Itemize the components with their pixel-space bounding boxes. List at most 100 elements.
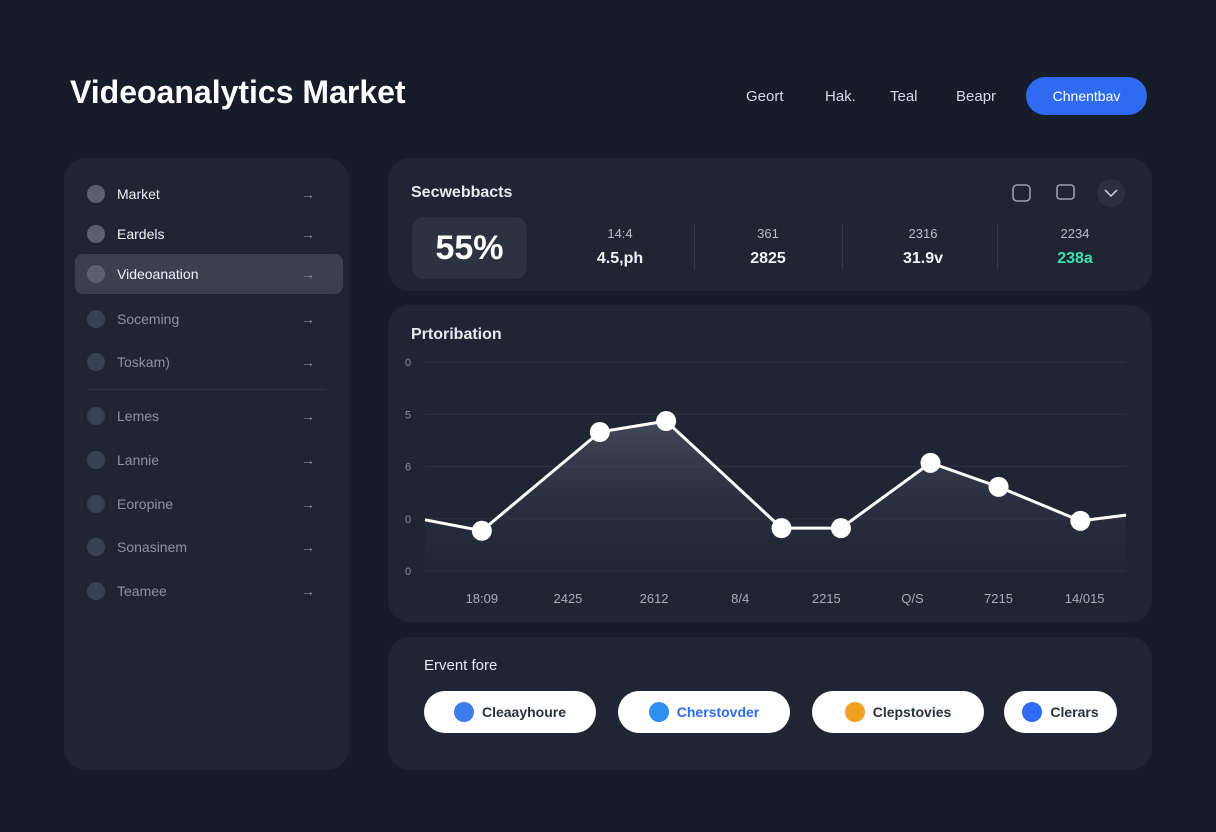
item-icon bbox=[87, 185, 105, 203]
chip-icon bbox=[648, 702, 669, 722]
card-actions bbox=[1012, 179, 1125, 207]
page-title: Videoanalytics Market bbox=[70, 74, 406, 110]
item-icon bbox=[87, 225, 105, 243]
nav-link[interactable]: Teal bbox=[890, 88, 918, 105]
action-icon[interactable] bbox=[1097, 179, 1125, 207]
events-title: Ervent fore bbox=[424, 657, 498, 674]
item-arrow: → bbox=[301, 354, 315, 370]
stat-value: 31.9v bbox=[902, 250, 944, 267]
nav-link[interactable]: Geort bbox=[746, 88, 784, 105]
item-arrow: → bbox=[301, 539, 315, 555]
point bbox=[1070, 510, 1091, 531]
item-label: Lannie bbox=[117, 452, 160, 468]
y-tick-label: 5 bbox=[405, 409, 411, 421]
item-icon bbox=[87, 451, 105, 469]
y-tick-label: 0 bbox=[405, 566, 411, 578]
sidebar-item[interactable]: Lannie → bbox=[75, 440, 343, 480]
sidebar-item[interactable]: Sonasinem → bbox=[75, 527, 343, 567]
event-chip[interactable]: Clepstovies bbox=[812, 691, 984, 733]
sidebar-item[interactable]: Eoropine → bbox=[75, 484, 343, 524]
stat-value: 4.5,ph bbox=[596, 250, 644, 267]
point bbox=[920, 452, 941, 473]
sidebar-item[interactable]: Soceming → bbox=[75, 299, 343, 339]
chart: Prtoribation 0 0 6 5 0 18:09 2425 2612 8/4 2215 Q/… bbox=[405, 326, 1127, 606]
item-label: Toskam) bbox=[117, 354, 170, 370]
stat-divider bbox=[842, 224, 843, 270]
event-chip[interactable]: Clerars bbox=[1004, 691, 1117, 733]
x-tick-label: Q/S bbox=[901, 591, 924, 606]
chart-title: Prtoribation bbox=[411, 326, 502, 343]
stat-label: 2234 bbox=[1060, 226, 1090, 241]
item-arrow: → bbox=[301, 266, 315, 282]
point bbox=[988, 476, 1009, 497]
chip-label: Clepstovies bbox=[872, 704, 952, 720]
y-tick-label: 6 bbox=[405, 462, 411, 474]
line bbox=[424, 419, 1127, 533]
chip-icon bbox=[1022, 702, 1043, 722]
item-label: Eoropine bbox=[117, 496, 174, 512]
item-arrow: → bbox=[301, 311, 315, 327]
item-arrow: → bbox=[301, 226, 315, 242]
item-arrow: → bbox=[301, 496, 315, 512]
event-chip[interactable]: Cherstovder bbox=[618, 691, 790, 733]
item-label: Eardels bbox=[117, 226, 165, 242]
y-tick-label: 0 bbox=[405, 514, 411, 526]
item-label: Lemes bbox=[117, 408, 160, 424]
point bbox=[656, 411, 677, 432]
chip-icon bbox=[844, 702, 865, 722]
stats-title: Secwebbacts bbox=[411, 184, 513, 201]
item-icon bbox=[87, 265, 105, 283]
chip-label: Clerars bbox=[1050, 704, 1099, 720]
item-label: Videoanation bbox=[117, 266, 199, 282]
x-tick-label: 2612 bbox=[640, 591, 669, 606]
header-button[interactable]: Chnentbav bbox=[1026, 77, 1147, 115]
item-label: Teamee bbox=[117, 583, 167, 599]
chip-label: Cherstovder bbox=[676, 704, 760, 720]
item-icon bbox=[87, 582, 105, 600]
x-tick-label: 14/015 bbox=[1065, 591, 1105, 606]
point bbox=[830, 518, 851, 539]
item-arrow: → bbox=[301, 408, 315, 424]
line-area bbox=[425, 421, 1126, 571]
nav-link[interactable]: Hak. bbox=[825, 88, 856, 105]
action-icon[interactable] bbox=[1056, 184, 1075, 200]
point bbox=[771, 518, 792, 539]
x-tick-label: 2425 bbox=[553, 591, 582, 606]
stat-value: 238a bbox=[1057, 250, 1093, 267]
stat-label: 361 bbox=[757, 226, 779, 241]
item-label: Market bbox=[117, 186, 160, 202]
chip-icon bbox=[453, 702, 474, 722]
stat-value: 2825 bbox=[750, 250, 786, 267]
stat-divider bbox=[694, 224, 695, 270]
stat-divider bbox=[997, 224, 998, 270]
sidebar-item[interactable]: Teamee → bbox=[75, 571, 343, 611]
item-icon bbox=[87, 353, 105, 371]
item-label: Sonasinem bbox=[117, 539, 188, 555]
stat-label: 2316 bbox=[908, 226, 938, 241]
item-icon bbox=[87, 538, 105, 556]
point bbox=[589, 422, 610, 443]
item-icon bbox=[87, 310, 105, 328]
sidebar-item[interactable]: Toskam) → bbox=[75, 342, 343, 382]
y-tick-label: 0 bbox=[405, 357, 411, 369]
sidebar-item[interactable]: Market → bbox=[75, 174, 343, 214]
chip-label: Cleaayhoure bbox=[481, 704, 567, 720]
stats-highlight: 55% bbox=[412, 217, 527, 279]
sidebar-divider bbox=[88, 389, 326, 390]
point bbox=[471, 520, 492, 541]
item-icon bbox=[87, 407, 105, 425]
sidebar-item[interactable]: Eardels → bbox=[75, 214, 343, 254]
x-tick-label: 18:09 bbox=[466, 591, 499, 606]
item-icon bbox=[87, 495, 105, 513]
item-arrow: → bbox=[301, 452, 315, 468]
chart-card: Prtoribation 0 0 6 5 0 18:09 2425 2612 8/4 2215 Q/… bbox=[388, 305, 1152, 622]
sidebar-item[interactable]: Lemes → bbox=[75, 396, 343, 436]
event-chip[interactable]: Cleaayhoure bbox=[424, 691, 596, 733]
stats-card: Secwebbacts 55% 14:4 4.5,ph 361 2825 2316 31.… bbox=[388, 158, 1152, 291]
x-tick-label: 2215 bbox=[812, 591, 841, 606]
action-icon[interactable] bbox=[1012, 184, 1031, 202]
nav-link[interactable]: Beapr bbox=[956, 88, 997, 105]
item-label: Soceming bbox=[117, 311, 180, 327]
sidebar-item[interactable]: Videoanation → bbox=[75, 254, 343, 294]
